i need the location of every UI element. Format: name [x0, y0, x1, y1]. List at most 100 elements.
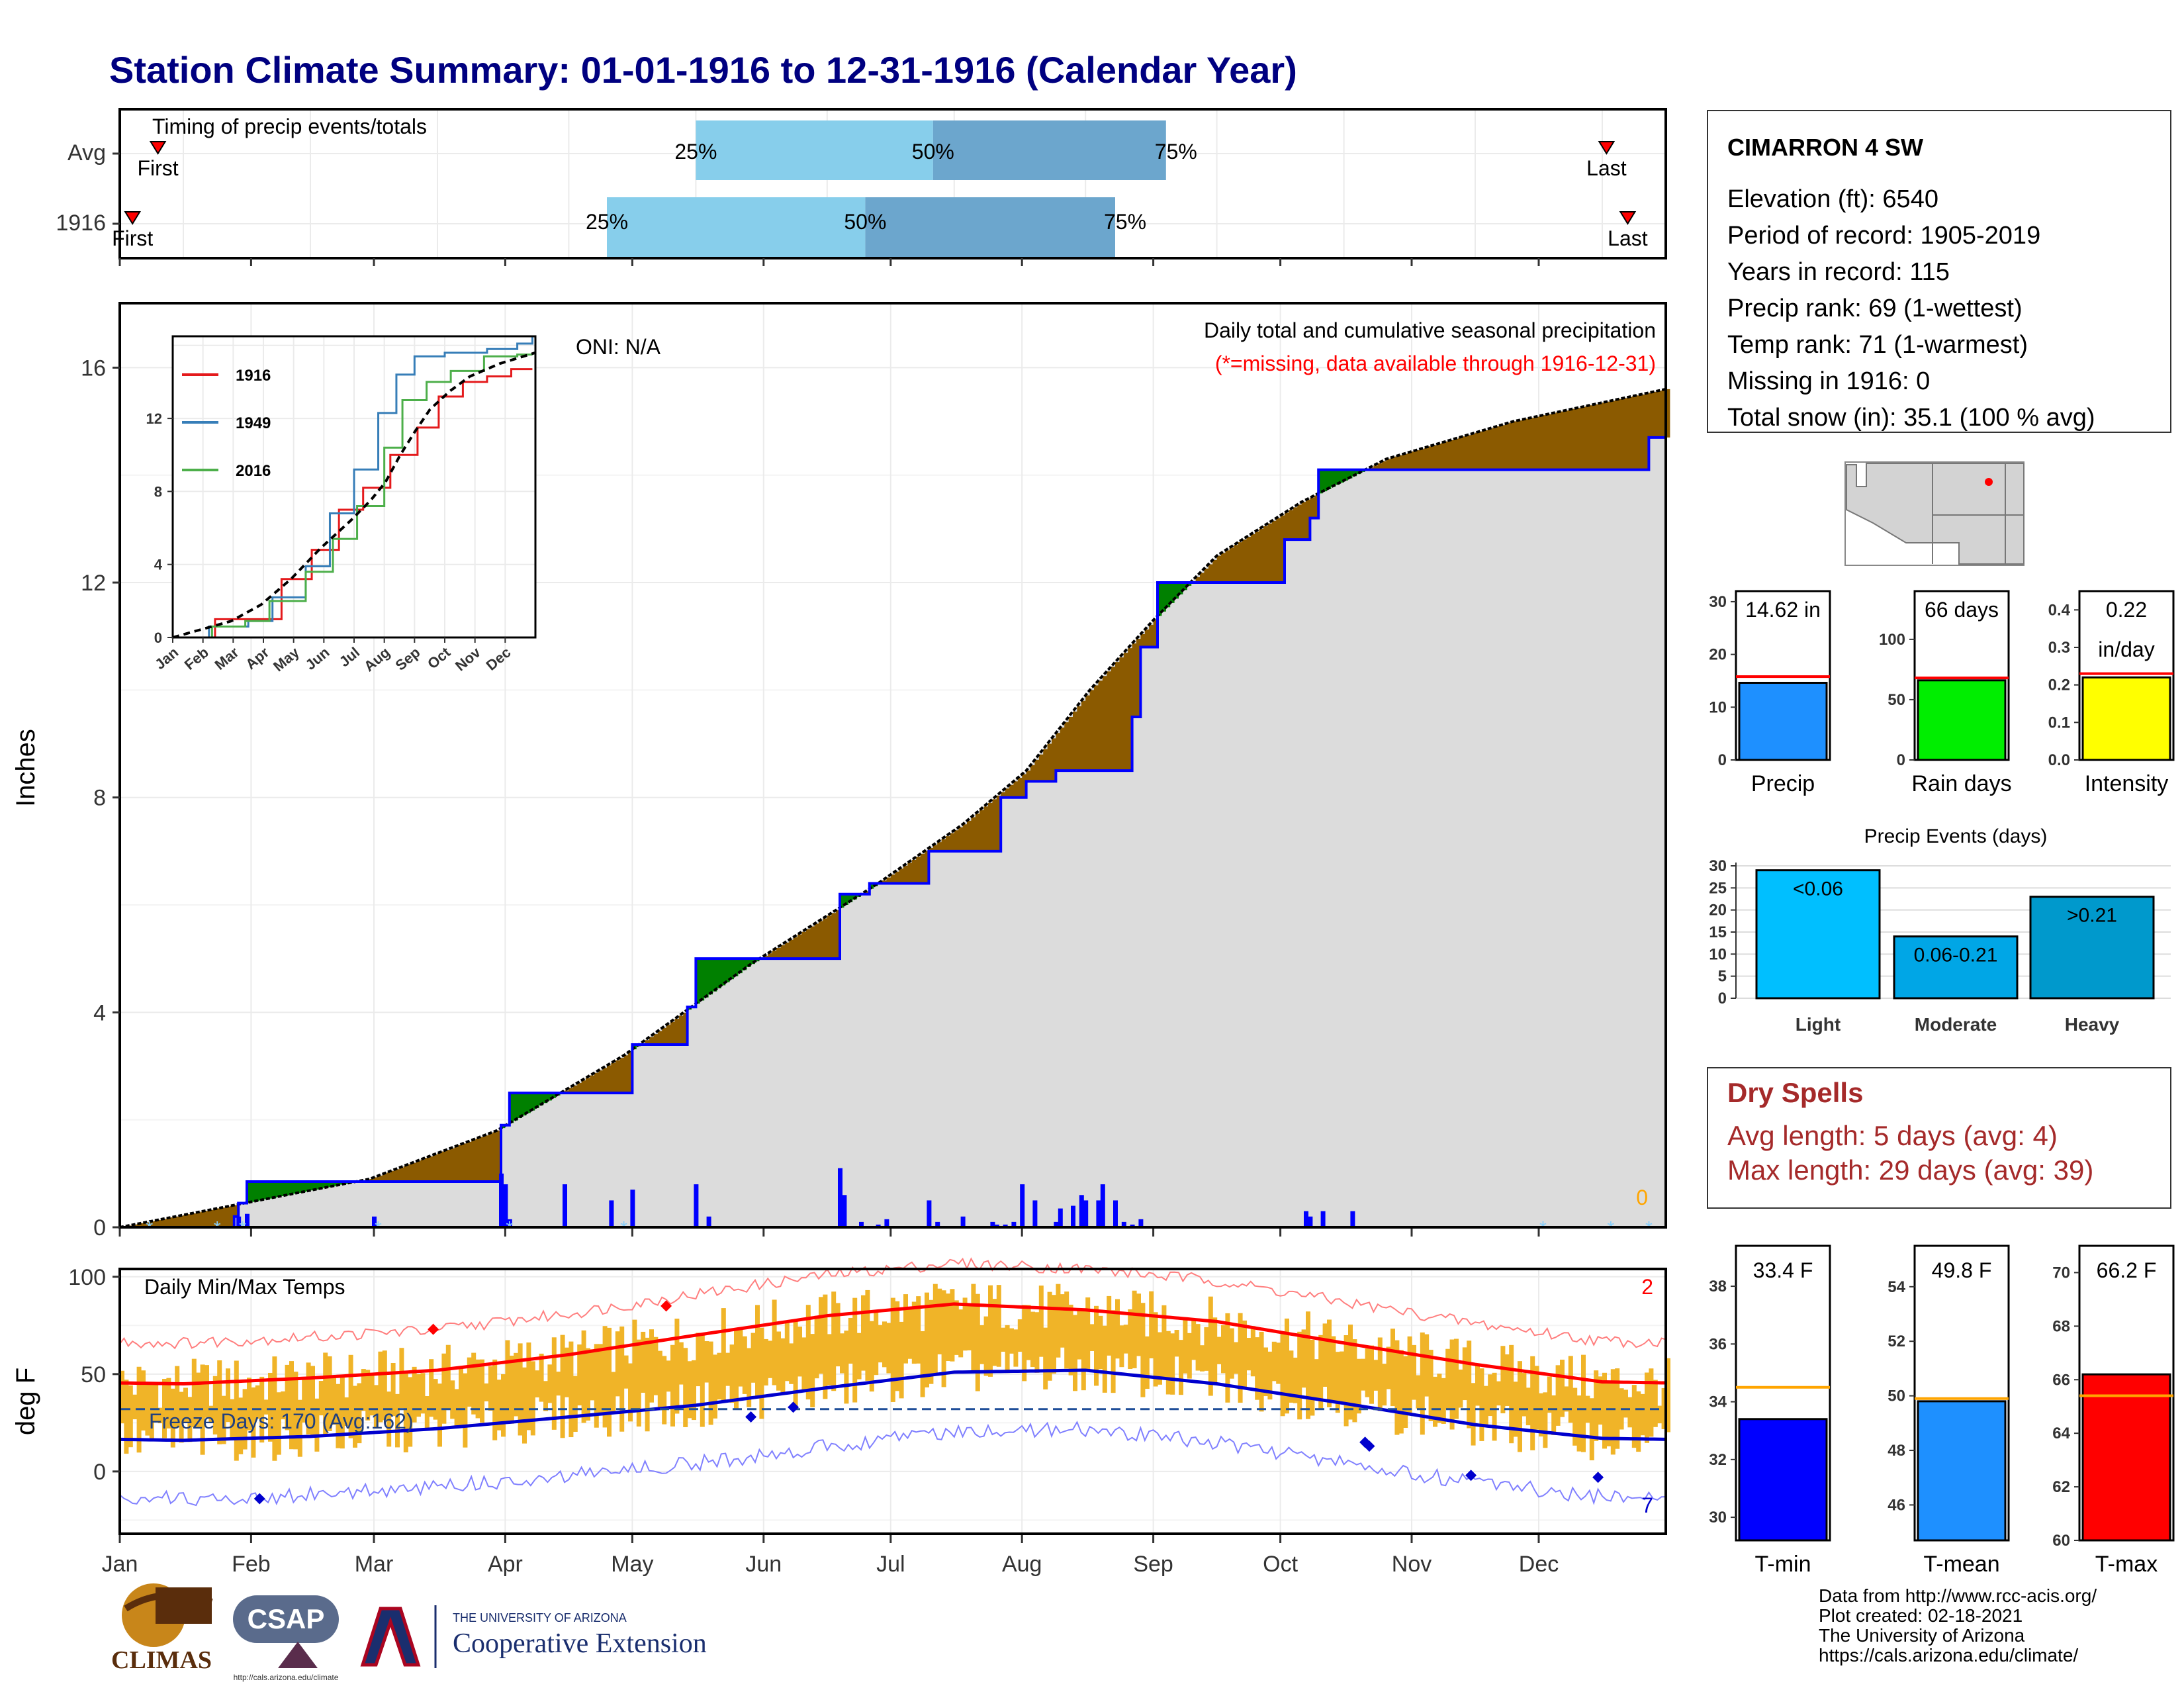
daily-temp-bar — [933, 1284, 938, 1374]
daily-temp-bar — [1492, 1372, 1497, 1441]
daily-temp-bar — [1293, 1357, 1298, 1403]
daily-precip-bar — [507, 1219, 512, 1227]
daily-temp-bar — [632, 1319, 637, 1411]
record-markers — [253, 1300, 1604, 1505]
temp-summary-value-label: 66.2 F — [2097, 1258, 2157, 1282]
temp-summary-bar-t-max — [2081, 1373, 2171, 1542]
daily-temp-bar — [399, 1348, 404, 1409]
daily-temp-bar — [1285, 1318, 1289, 1414]
daily-temp-bar — [878, 1325, 883, 1363]
daily-temp-bar — [1416, 1375, 1421, 1409]
daily-temp-bar — [1458, 1369, 1463, 1408]
mini-chart-y-tick-label: 0 — [1718, 751, 1727, 769]
quartile-50-75-bar — [933, 120, 1166, 180]
daily-temp-bar — [1187, 1333, 1192, 1379]
daily-temp-bar — [1530, 1356, 1535, 1450]
daily-temp-bar — [1479, 1368, 1484, 1441]
inset-x-tick-label: Sep — [392, 644, 424, 674]
daily-temp-bar — [1653, 1380, 1658, 1427]
daily-temp-bar — [996, 1285, 1001, 1367]
daily-temp-bar — [1238, 1313, 1243, 1403]
temp-axes: 0 50 100 Jan Feb Mar Apr May Jun Jul Aug Sep Oct Nov D… — [68, 1265, 1559, 1577]
temp-summary-label: T-min — [1755, 1552, 1811, 1577]
timing-label: Timing of precip events/totals — [152, 115, 427, 138]
page-title: Station Climate Summary: 01-01-1916 to 1… — [109, 49, 1297, 91]
daily-temp-bar — [772, 1299, 777, 1385]
daily-temp-bar — [496, 1380, 502, 1430]
precip-events-chart: Precip Events (days) 0 5 10 15 20 25 30 <0.06 Li… — [1709, 825, 2171, 1035]
first-event-label: First — [112, 226, 153, 250]
quartile-50-75-bar — [865, 197, 1115, 257]
inset-legend-label: 2016 — [236, 462, 271, 480]
daily-temp-bar — [907, 1307, 913, 1359]
month-label: Mar — [355, 1552, 394, 1577]
daily-temp-bar — [1348, 1324, 1353, 1420]
temp-summary-y-tick-label: 66 — [2052, 1371, 2070, 1389]
daily-temp-bar — [890, 1297, 895, 1402]
daily-temp-bar — [590, 1349, 595, 1401]
map-state-borders — [1932, 463, 2024, 564]
daily-temp-bar — [708, 1341, 713, 1425]
timing-frame — [118, 108, 1667, 259]
month-label: Jan — [102, 1552, 138, 1577]
daily-temp-bar — [560, 1335, 565, 1438]
daily-temp-bar — [827, 1334, 832, 1385]
daily-temp-bar — [1013, 1329, 1019, 1367]
daily-temp-bar — [1161, 1305, 1167, 1378]
daily-temp-bar — [810, 1334, 815, 1407]
avg-cumulative-area — [120, 389, 1666, 1227]
events-bar-label: 0.06-0.21 — [1914, 945, 1998, 966]
temperature-summary-bars: 33.4 F 30 32 34 36 38 T-min 49.8 F 46 48 50 52 54 T-m… — [1709, 1244, 2175, 1577]
daily-temp-bar — [1488, 1374, 1493, 1417]
daily-temp-bar — [653, 1336, 659, 1395]
daily-temp-bar — [281, 1391, 286, 1420]
daily-temp-bar — [1454, 1338, 1459, 1419]
mini-chart-value-label: 14.62 in — [1745, 598, 1821, 622]
temp-summary-bar-t-mean — [1917, 1400, 2007, 1542]
daily-temp-bar — [141, 1370, 146, 1430]
daily-temp-bar — [1555, 1365, 1561, 1426]
events-bar-light — [1755, 869, 1881, 1000]
temp-summary-label: T-max — [2095, 1552, 2158, 1577]
month-label: Nov — [1392, 1552, 1432, 1577]
daily-temp-bar — [1504, 1354, 1510, 1407]
csap-logo-text: CSAP — [248, 1603, 325, 1634]
daily-temp-bar — [378, 1351, 383, 1423]
daily-temp-bar — [1547, 1376, 1552, 1413]
daily-temp-bar — [437, 1383, 442, 1447]
daily-temp-bar — [1107, 1295, 1112, 1356]
daily-temp-bar — [1098, 1315, 1103, 1370]
station-temp-rank: Temp rank: 71 (1-warmest) — [1727, 331, 2028, 359]
daily-temp-bar — [191, 1358, 197, 1427]
temp-summary-value-label: 33.4 F — [1753, 1258, 1813, 1282]
daily-temp-bar — [1610, 1369, 1615, 1455]
timing-rows: 25% 50% 75% First Last 25% 50% 75% First Last — [112, 120, 1648, 257]
daily-temp-bar — [916, 1296, 921, 1364]
inset-y-tick-label: 4 — [154, 557, 163, 573]
mini-chart-value-label: 0.22 — [2106, 598, 2147, 622]
daily-temp-bar — [1352, 1339, 1357, 1423]
inset-x-tick-label: Apr — [242, 643, 272, 673]
temp-summary-label: T-mean — [1923, 1552, 1999, 1577]
temp-title: Daily Min/Max Temps — [144, 1275, 345, 1299]
daily-temp-bar — [259, 1376, 265, 1443]
month-label: Aug — [1002, 1552, 1042, 1577]
daily-temp-bar — [1369, 1345, 1374, 1404]
daily-temp-bar — [1322, 1323, 1328, 1387]
daily-temp-bar — [1081, 1310, 1086, 1391]
daily-temp-bar — [768, 1340, 773, 1378]
quartile-25-label: 25% — [586, 210, 628, 234]
daily-temp-bar — [1001, 1327, 1006, 1352]
daily-temp-bar — [170, 1388, 175, 1448]
daily-temp-bar — [340, 1376, 345, 1449]
daily-temp-bar — [1534, 1366, 1539, 1430]
daily-temp-bar — [1576, 1395, 1582, 1452]
inset-y-tick-label: 0 — [154, 630, 162, 646]
mini-chart-bar-precip — [1738, 681, 1828, 761]
daily-temp-bar — [509, 1355, 514, 1424]
mini-chart-label: Precip — [1751, 771, 1815, 796]
daily-temp-bar — [628, 1363, 633, 1422]
daily-precip-bar — [1113, 1200, 1118, 1227]
temp-summary-y-tick-label: 60 — [2052, 1532, 2070, 1550]
daily-temp-bar — [1420, 1332, 1425, 1435]
